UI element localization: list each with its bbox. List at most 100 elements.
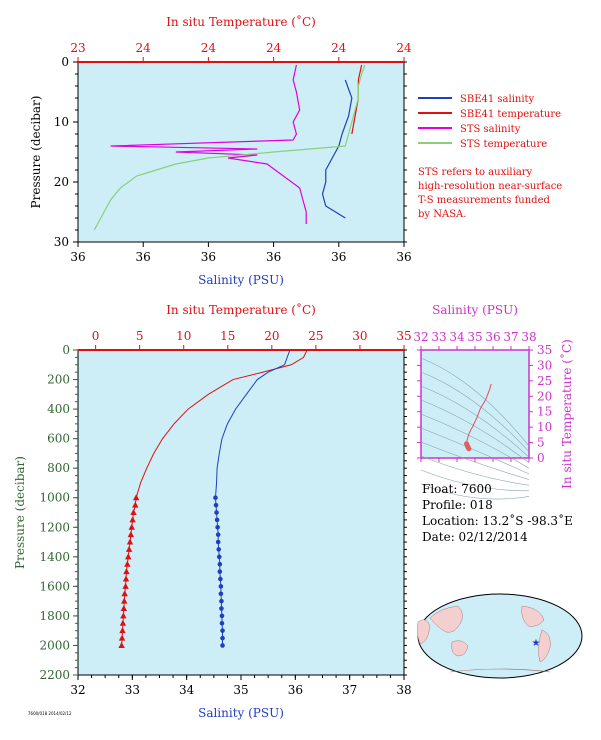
temperature-marker	[125, 553, 132, 560]
temperature-marker	[120, 605, 128, 612]
salinity-tick-label: 36	[288, 683, 303, 697]
temperature-tick-label: 20	[264, 329, 279, 343]
salinity-marker	[213, 495, 218, 501]
legend-label: STS temperature	[460, 139, 547, 150]
temperature-tick-label: 30	[352, 329, 367, 343]
map-continent-south-america	[538, 629, 551, 663]
salinity-profile-line	[214, 349, 291, 498]
temperature-marker	[130, 509, 137, 515]
map-antarctica	[449, 668, 551, 673]
pressure-tick-label: 1400	[39, 550, 70, 564]
density-contour	[420, 427, 530, 475]
top-legend: SBE41 salinity SBE41 temperature STS salin…	[418, 94, 562, 220]
pressure-tick-label: 30	[54, 235, 69, 249]
salinity-axis-label: Salinity (PSU)	[198, 706, 284, 720]
temperature-marker	[124, 560, 131, 567]
density-contour	[420, 413, 530, 469]
temperature-marker	[132, 494, 140, 501]
ts-salinity-tick-label: 33	[431, 330, 446, 344]
temperature-marker	[120, 612, 127, 619]
series-sbe41-salinity	[321, 79, 353, 219]
temperature-marker	[118, 641, 125, 648]
temperature-marker	[119, 619, 127, 626]
salinity-marker	[220, 635, 225, 641]
salinity-marker	[215, 524, 220, 530]
date: Date: 02/12/2014	[422, 530, 528, 544]
ts-curve	[466, 383, 492, 444]
temperature-marker	[121, 597, 128, 604]
salinity-marker	[217, 561, 223, 567]
profile-number: Profile: 018	[422, 498, 493, 512]
salinity-axis-label: Salinity (PSU)	[198, 273, 284, 287]
pressure-tick-label: 1200	[39, 520, 70, 534]
salinity-marker	[215, 539, 221, 545]
salinity-marker	[220, 628, 225, 633]
pressure-tick-label: 0	[62, 343, 70, 357]
note-line: T-S measurements funded	[418, 195, 550, 206]
temperature-marker	[127, 531, 135, 538]
series-sts-salinity	[110, 64, 307, 224]
ts-marker	[466, 446, 472, 452]
pressure-tick-label: 0	[61, 55, 69, 69]
ts-salinity-tick-label: 35	[467, 330, 482, 344]
legend-label: SBE41 salinity	[460, 94, 535, 105]
legend-label: SBE41 temperature	[460, 109, 561, 120]
world-map: ★	[417, 593, 583, 679]
salinity-tick-label: 36	[266, 250, 281, 264]
salinity-marker	[218, 576, 223, 582]
pressure-axis-label: Pressure (decibar)	[13, 456, 27, 569]
temperature-tick-label: 15	[220, 329, 235, 343]
ts-temp-tick-label: 0	[537, 451, 545, 465]
salinity-tick-label: 36	[70, 250, 85, 264]
temperature-tick-label: 25	[308, 329, 323, 343]
pressure-tick-label: 800	[47, 461, 70, 475]
temperature-marker	[118, 634, 126, 641]
note-line: STS refers to auxiliary	[418, 167, 533, 178]
density-contour	[420, 357, 530, 447]
temperature-marker	[126, 538, 134, 545]
salinity-tick-label: 36	[331, 250, 346, 264]
series-sts-temperature	[93, 64, 366, 231]
ts-temp-tick-label: 35	[537, 343, 552, 357]
density-contour	[420, 469, 530, 492]
density-contour	[420, 399, 530, 464]
ts-temp-tick-label: 15	[537, 405, 552, 419]
pressure-axis-label: Pressure (decibar)	[29, 96, 43, 209]
temperature-tick-label: 10	[176, 329, 191, 343]
ts-salinity-tick-label: 32	[413, 330, 428, 344]
salinity-marker	[219, 613, 225, 619]
float-id: Float: 7600	[422, 482, 492, 496]
map-continent-australia	[451, 640, 469, 657]
density-contour	[420, 371, 530, 452]
salinity-marker	[214, 510, 219, 515]
bottom-profile-panel: 0 5 10 15 20 25 30 35 In situ Temperature (˚C) 32…	[13, 302, 412, 720]
pressure-tick-label: 600	[47, 432, 70, 446]
salinity-tick-label: 32	[70, 683, 85, 697]
temperature-tick-label: 24	[136, 41, 152, 55]
map-continent-africa	[417, 619, 431, 645]
ts-salinity-axis-label: Salinity (PSU)	[432, 303, 518, 317]
pressure-tick-label: 400	[47, 402, 70, 416]
ts-salinity-tick-label: 37	[503, 330, 518, 344]
float-location-marker: ★	[532, 638, 541, 649]
map-ocean	[417, 593, 583, 679]
ts-plot-area	[420, 349, 530, 459]
plot-area	[77, 61, 405, 243]
ts-temp-tick-label: 10	[537, 420, 552, 434]
salinity-tick-label: 37	[342, 683, 357, 697]
temperature-axis-label: In situ Temperature (˚C)	[166, 302, 316, 317]
salinity-marker	[219, 620, 225, 626]
map-continent-asia	[429, 605, 463, 633]
temperature-tick-label: 24	[201, 41, 217, 55]
salinity-marker	[219, 598, 224, 604]
pressure-tick-label: 2200	[39, 668, 70, 682]
ts-temp-tick-label: 25	[537, 374, 552, 388]
salinity-marker	[218, 591, 224, 597]
temperature-marker	[121, 590, 128, 597]
salinity-marker	[216, 547, 222, 552]
salinity-marker	[215, 532, 221, 537]
salinity-marker	[214, 517, 220, 523]
salinity-marker	[219, 606, 224, 611]
pressure-tick-label: 2000	[39, 638, 70, 652]
